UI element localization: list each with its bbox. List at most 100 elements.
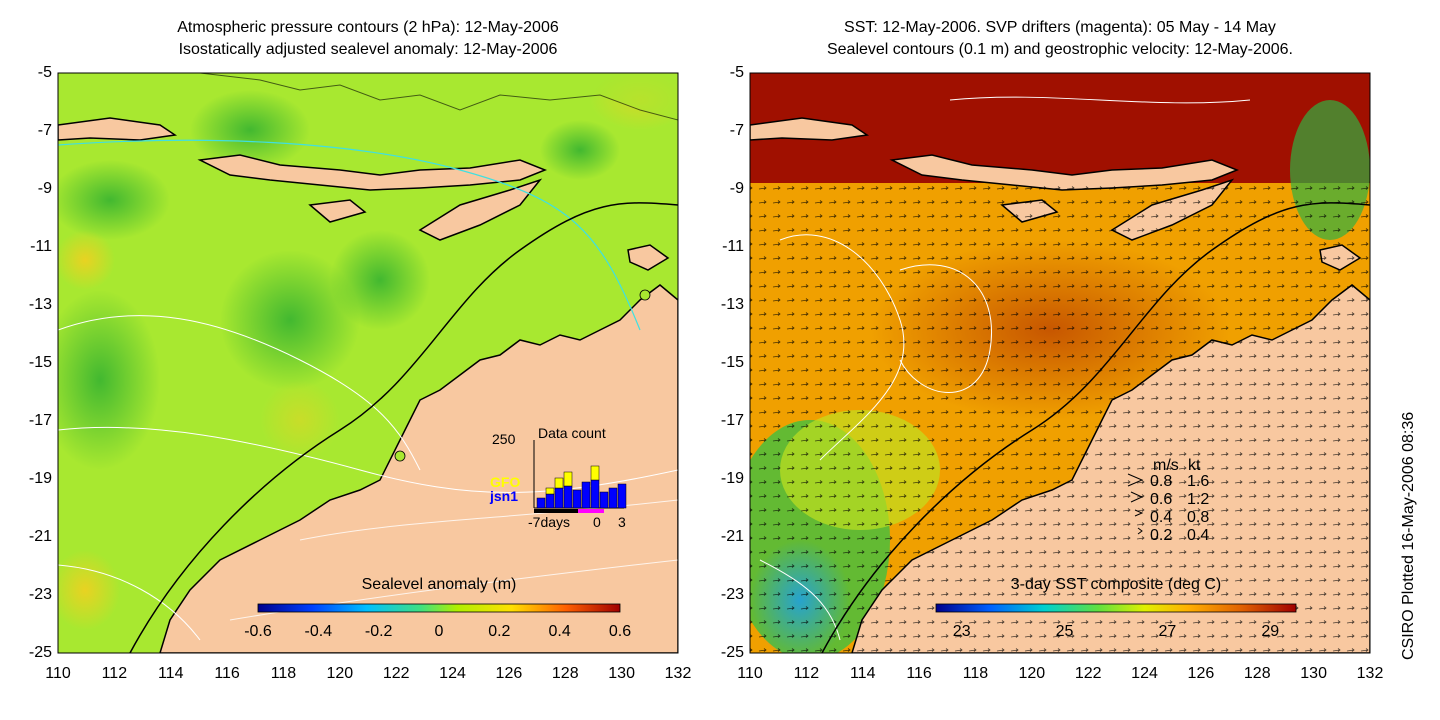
anomaly-blob — [58, 290, 160, 470]
inset-bar-jsn1 — [581, 481, 591, 509]
sst-colorbar-label: 3-day SST composite (deg C) — [1010, 576, 1222, 593]
left-lon-tick-label: 132 — [664, 665, 692, 682]
left-title-line1: Atmospheric pressure contours (2 hPa): 1… — [177, 19, 559, 36]
left-lon-tick-label: 118 — [270, 665, 297, 682]
right-lon-tick-label: 120 — [1018, 665, 1046, 682]
velocity-row-ms: 0.8 — [1150, 473, 1173, 490]
left-lat-tick-label: -21 — [28, 528, 52, 545]
land-java — [750, 117, 870, 141]
inset-ymax: 250 — [492, 431, 516, 447]
velocity-arrows — [750, 185, 1370, 653]
right-frame — [749, 72, 1371, 654]
left-lat-tick-label: -11 — [30, 238, 52, 255]
sst-colorbar-tick-label: 25 — [1055, 623, 1074, 640]
bathymetry-line — [129, 202, 678, 653]
inset-legend-gfo: GFO — [490, 474, 521, 490]
right-title-line2: Sealevel contours (0.1 m) and geostrophi… — [826, 41, 1293, 58]
anomaly-blob — [540, 120, 620, 180]
inset-bar-jsn1 — [599, 491, 609, 509]
sla-colorbar — [257, 603, 621, 613]
right-lat-tick-label: -5 — [729, 64, 744, 81]
velocity-row-kt: 0.8 — [1187, 509, 1210, 526]
left-lon-tick-label: 112 — [101, 665, 128, 682]
left-lat-tick-label: -15 — [28, 354, 52, 371]
left-lat-tick-label: -9 — [37, 180, 52, 197]
inset-bar-gfo — [554, 477, 564, 489]
velocity-row-ms: 0.4 — [1150, 509, 1173, 526]
left-lat-tick-label: -23 — [28, 586, 52, 603]
contour-line — [58, 315, 421, 471]
right-lat-tick-label: -13 — [720, 296, 744, 313]
anomaly-blob — [58, 230, 115, 290]
land-java — [58, 117, 178, 141]
sla-colorbar-tick-label: -0.2 — [364, 623, 393, 640]
anomaly-blob — [58, 160, 170, 240]
inset-bar-gfo — [545, 487, 555, 495]
right-lon-tick-label: 114 — [849, 665, 876, 682]
right-lon-tick-label: 110 — [737, 665, 763, 682]
sla-colorbar-tick-label: -0.4 — [304, 623, 333, 640]
anomaly-blob — [190, 90, 310, 170]
sla-colorbar-tick-label: -0.6 — [244, 623, 272, 640]
drifter-marker — [578, 509, 604, 513]
left-lat-tick-label: -25 — [28, 644, 52, 661]
inset-xlabel-zero: 0 — [593, 514, 601, 530]
inset-xlabel-end: 3 — [618, 514, 626, 530]
left-lat-tick-label: -19 — [28, 470, 52, 487]
right-lat-tick-label: -23 — [720, 586, 744, 603]
bathymetry-line — [821, 202, 1370, 653]
left-lon-tick-label: 124 — [439, 665, 466, 682]
land-north — [199, 73, 678, 121]
contour-line — [58, 564, 201, 641]
land-timor — [418, 178, 543, 241]
right-lat-tick-label: -11 — [722, 238, 744, 255]
left-frame — [57, 72, 679, 654]
right-title-line1: SST: 12-May-2006. SVP drifters (magenta)… — [844, 19, 1276, 36]
right-lon-tick-label: 130 — [1300, 665, 1327, 682]
inset-bar-gfo — [590, 465, 600, 481]
contour-line — [779, 234, 905, 461]
left-lon-tick-label: 110 — [45, 665, 71, 682]
left-lon-tick-label: 130 — [608, 665, 635, 682]
sst-colorbar-tick-label: 29 — [1261, 623, 1280, 640]
station-marker — [394, 450, 406, 462]
sst-map — [750, 73, 1370, 653]
velocity-header-ms: m/s — [1153, 457, 1179, 474]
left-lat-tick-label: -7 — [37, 122, 52, 139]
velocity-header-kt: kt — [1188, 457, 1201, 474]
right-lon-tick-label: 124 — [1131, 665, 1158, 682]
sst-colorbar — [935, 603, 1297, 613]
left-lon-tick-label: 120 — [326, 665, 354, 682]
inset-bar-jsn1 — [536, 497, 546, 509]
contour-line — [949, 96, 1251, 104]
anomaly-blob — [330, 230, 430, 330]
right-lat-tick-label: -21 — [720, 528, 744, 545]
sla-colorbar-tick-label: 0.2 — [488, 623, 511, 640]
sealevel-anomaly-map — [58, 73, 678, 653]
left-lat-tick-label: -17 — [28, 412, 52, 429]
anomaly-blob — [220, 250, 360, 390]
right-lat-tick-label: -7 — [729, 122, 744, 139]
velocity-row-ms: 0.2 — [1150, 527, 1173, 544]
right-lon-tick-label: 132 — [1356, 665, 1384, 682]
sla-colorbar-tick-label: 0 — [434, 623, 444, 640]
data-count-inset — [533, 440, 627, 513]
inset-xlabel-start: -7days — [528, 514, 571, 530]
left-lat-tick-label: -5 — [37, 64, 52, 81]
plot-credit: CSIRO Plotted 16-May-2006 08:36 — [1400, 411, 1417, 660]
left-title-line2: Isostatically adjusted sealevel anomaly:… — [178, 41, 558, 58]
inset-bar-jsn1 — [590, 479, 600, 509]
left-lat-tick-label: -13 — [28, 296, 52, 313]
land-sumba — [308, 199, 367, 223]
sla-colorbar-tick-label: 0.6 — [608, 623, 632, 640]
right-lon-tick-label: 122 — [1074, 665, 1102, 682]
left-lon-tick-label: 114 — [157, 665, 184, 682]
inset-bar-jsn1 — [572, 489, 582, 509]
right-lat-tick-label: -25 — [720, 644, 744, 661]
sla-colorbar-label: Sealevel anomaly (m) — [361, 576, 517, 593]
inset-legend-jsn1: jsn1 — [490, 488, 519, 504]
land-nusa — [197, 154, 548, 191]
velocity-row-ms: 0.6 — [1150, 491, 1173, 508]
right-lon-tick-label: 118 — [962, 665, 989, 682]
